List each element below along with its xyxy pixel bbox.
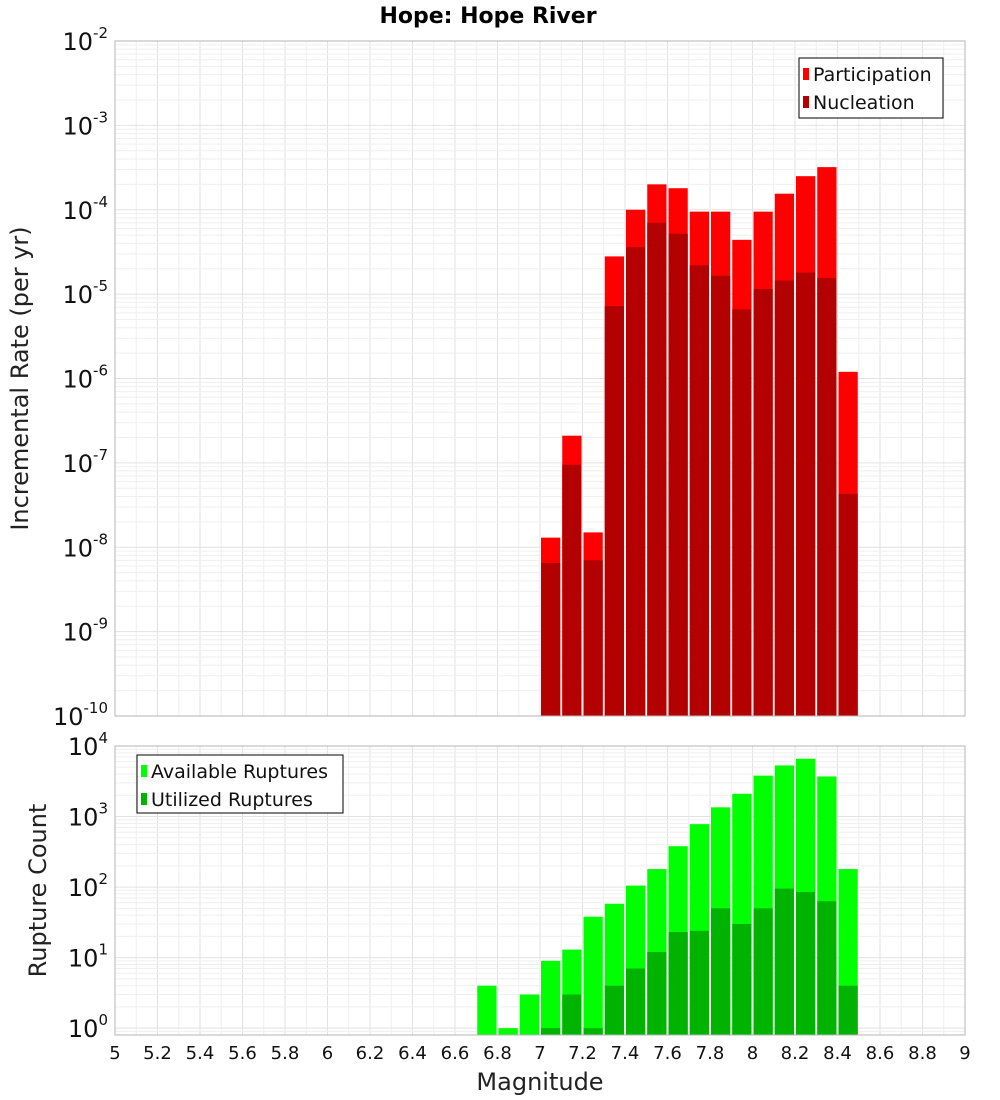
bar-nucleation xyxy=(838,493,858,716)
bar-nucleation xyxy=(562,464,582,716)
series-nucleation xyxy=(541,222,858,716)
bar-nucleation xyxy=(753,289,773,716)
bar-available-ruptures xyxy=(498,1028,518,1035)
x-tick-label: 5 xyxy=(109,1043,120,1064)
y-axis-label: Incremental Rate (per yr) xyxy=(6,226,34,530)
x-tick-label: 7.2 xyxy=(568,1043,597,1064)
x-tick-label: 7.4 xyxy=(611,1043,640,1064)
bar-utilized-ruptures xyxy=(668,932,688,1035)
bar-utilized-ruptures xyxy=(604,985,624,1035)
legend: Available Ruptures Utilized Ruptures xyxy=(136,754,344,814)
x-tick-label: 5.6 xyxy=(228,1043,257,1064)
bar-nucleation xyxy=(583,560,603,716)
bar-utilized-ruptures xyxy=(796,892,816,1035)
x-tick-label: 7 xyxy=(534,1043,545,1064)
bar-nucleation xyxy=(711,275,731,716)
bar-nucleation xyxy=(604,306,624,716)
grid-lines xyxy=(114,41,966,717)
rupture-count-panel: 104 103 102 101 100 Rupture Count Available Ru… xyxy=(24,729,966,1043)
x-tick-label: 8.6 xyxy=(866,1043,895,1064)
bar-available-ruptures xyxy=(541,960,561,1035)
x-tick-label: 9 xyxy=(959,1043,970,1064)
legend-swatch xyxy=(803,96,809,108)
bar-nucleation xyxy=(689,265,709,716)
legend-swatch xyxy=(141,793,147,805)
y-tick-label: 104 xyxy=(68,729,108,761)
bar-nucleation xyxy=(774,280,794,716)
plot-border xyxy=(114,40,966,717)
bar-nucleation xyxy=(541,563,561,716)
y-tick-label: 10-8 xyxy=(62,530,108,562)
bar-utilized-ruptures xyxy=(562,994,582,1035)
y-axis-label: Rupture Count xyxy=(24,804,52,978)
bar-available-ruptures xyxy=(477,985,497,1035)
legend-frame xyxy=(798,57,944,119)
bar-nucleation xyxy=(796,272,816,716)
bar-utilized-ruptures xyxy=(817,901,837,1035)
y-tick-label: 10-4 xyxy=(62,193,108,225)
series-utilized-ruptures xyxy=(541,888,858,1035)
legend-label: Utilized Ruptures xyxy=(151,789,313,811)
bar-utilized-ruptures xyxy=(583,1028,603,1035)
bar-utilized-ruptures xyxy=(753,908,773,1035)
bar-utilized-ruptures xyxy=(732,923,752,1035)
x-tick-label: 8.4 xyxy=(823,1043,852,1064)
legend-swatch xyxy=(141,765,147,777)
x-tick-label: 8 xyxy=(747,1043,758,1064)
legend-frame xyxy=(136,754,344,814)
bar-utilized-ruptures xyxy=(689,930,709,1035)
bar-utilized-ruptures xyxy=(838,985,858,1035)
legend-label: Available Ruptures xyxy=(151,761,328,783)
incremental-rate-panel: 10-2 10-3 10-4 10-5 10-6 10-7 10-8 10-9 10-10 Inc… xyxy=(6,24,966,731)
x-tick-label: 5.2 xyxy=(143,1043,172,1064)
bar-nucleation xyxy=(817,278,837,716)
y-tick-label: 10-5 xyxy=(62,277,108,309)
x-tick-label: 8.8 xyxy=(908,1043,937,1064)
x-tick-label: 6.2 xyxy=(356,1043,385,1064)
x-tick-label: 5.4 xyxy=(186,1043,215,1064)
bar-utilized-ruptures xyxy=(626,968,646,1035)
y-tick-label: 10-9 xyxy=(62,615,108,647)
x-tick-label: 6.6 xyxy=(441,1043,470,1064)
y-tick-label: 10-10 xyxy=(53,699,108,731)
legend: Participation Nucleation xyxy=(798,57,944,119)
legend-swatch xyxy=(803,68,809,80)
bar-available-ruptures xyxy=(583,916,603,1035)
bar-available-ruptures xyxy=(519,994,539,1035)
y-tick-label: 101 xyxy=(68,941,108,973)
y-tick-label: 10-3 xyxy=(62,108,108,140)
legend-label: Participation xyxy=(813,64,932,86)
y-tick-label: 102 xyxy=(68,870,108,902)
plot-border xyxy=(114,745,966,1036)
bar-utilized-ruptures xyxy=(541,1028,561,1035)
x-tick-label: 7.6 xyxy=(653,1043,682,1064)
y-tick-label: 10-6 xyxy=(62,362,108,394)
bar-nucleation xyxy=(626,247,646,716)
legend-label: Nucleation xyxy=(813,92,915,114)
x-axis-label: Magnitude xyxy=(476,1068,603,1096)
bar-utilized-ruptures xyxy=(711,908,731,1035)
y-tick-label: 10-7 xyxy=(62,446,108,478)
x-tick-label: 8.2 xyxy=(781,1043,810,1064)
x-tick-label: 6.4 xyxy=(398,1043,427,1064)
bar-nucleation xyxy=(732,309,752,716)
bar-utilized-ruptures xyxy=(774,888,794,1035)
x-tick-label: 6.8 xyxy=(483,1043,512,1064)
x-tick-label: 5.8 xyxy=(271,1043,300,1064)
bar-utilized-ruptures xyxy=(647,952,667,1035)
bar-nucleation xyxy=(668,233,688,716)
x-axis-ticks: 5 5.2 5.4 5.6 5.8 6 6.2 6.4 6.6 6.8 7 7.2 7.4 7.6 7.8 8… xyxy=(109,1043,970,1064)
y-tick-label: 10-2 xyxy=(62,24,108,56)
x-tick-label: 7.8 xyxy=(696,1043,725,1064)
bar-nucleation xyxy=(647,222,667,716)
y-tick-label: 100 xyxy=(68,1011,108,1043)
chart-title: Hope: Hope River xyxy=(379,4,596,29)
x-tick-label: 6 xyxy=(322,1043,333,1064)
y-tick-label: 103 xyxy=(68,800,108,832)
